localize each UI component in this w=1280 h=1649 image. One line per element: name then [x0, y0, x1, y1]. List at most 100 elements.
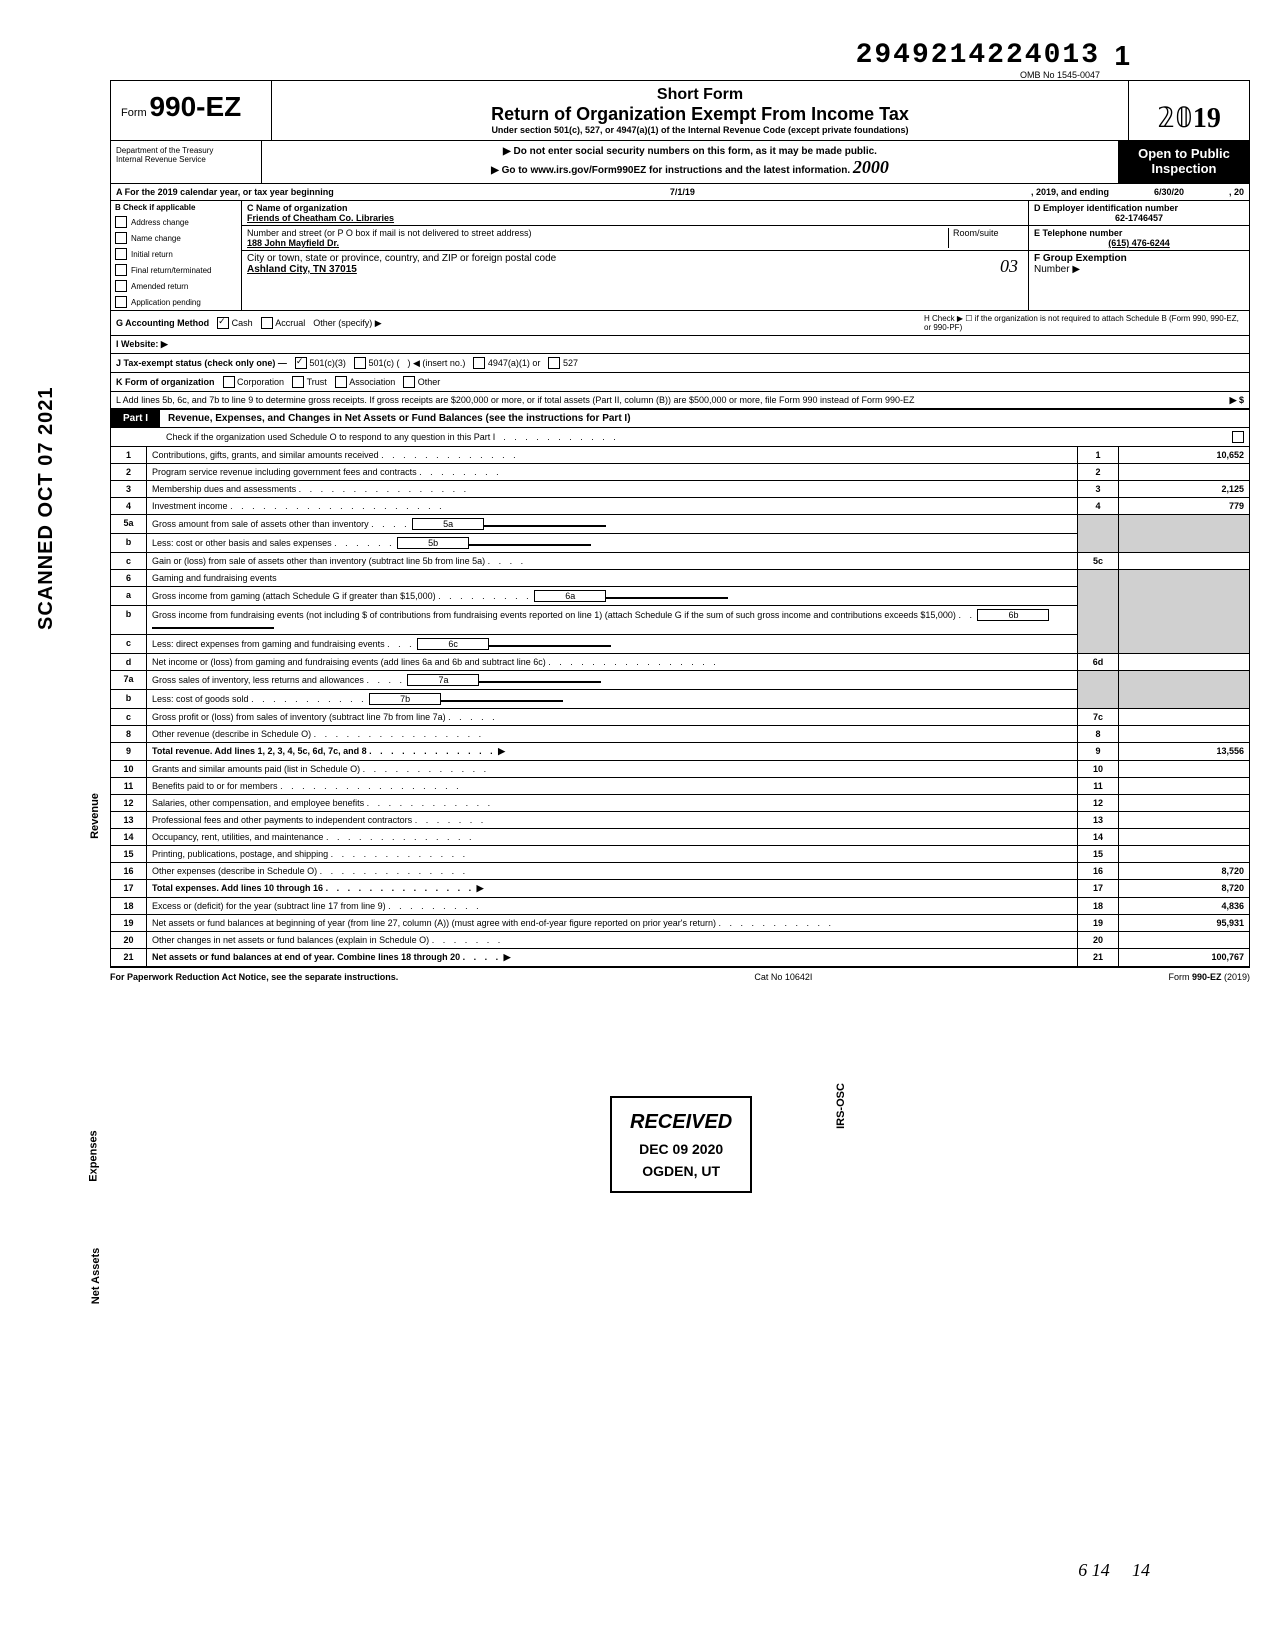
cb-501c[interactable]: 501(c) ( [354, 357, 400, 369]
warning1: ▶ Do not enter social security numbers o… [267, 146, 1113, 157]
form-table: 1Contributions, gifts, grants, and simil… [110, 447, 1250, 968]
row-j: J Tax-exempt status (check only one) — 5… [110, 354, 1250, 373]
side-netassets: Net Assets [90, 1248, 102, 1304]
row-a-prefix: A For the 2019 calendar year, or tax yea… [116, 187, 334, 197]
street-address: 188 John Mayfield Dr. [247, 238, 948, 248]
part1-check-row: Check if the organization used Schedule … [110, 428, 1250, 447]
phone-value: (615) 476-6244 [1034, 238, 1244, 248]
line-7a: 7aGross sales of inventory, less returns… [111, 671, 1250, 690]
side-expenses: Expenses [88, 1130, 100, 1181]
part1-label: Part I [111, 410, 160, 427]
cb-application-pending[interactable]: Application pending [111, 294, 241, 310]
warning2: ▶ Go to www.irs.gov/Form990EZ for instru… [491, 165, 850, 176]
ein-label: D Employer identification number [1034, 203, 1244, 213]
cb-corporation[interactable]: Corporation [223, 376, 285, 388]
cb-amended-return[interactable]: Amended return [111, 278, 241, 294]
tax-year-end: 6/30/20 [1109, 187, 1229, 197]
bottom-a: 6 14 [1078, 1560, 1110, 1580]
addr-row: Number and street (or P O box if mail is… [242, 226, 1028, 251]
cb-4947[interactable]: 4947(a)(1) or [473, 357, 540, 369]
accounting-other: Other (specify) ▶ [313, 318, 381, 329]
received-date: DEC 09 2020 [630, 1138, 732, 1160]
ein-value: 62-1746457 [1034, 213, 1244, 223]
row-a: A For the 2019 calendar year, or tax yea… [110, 184, 1250, 201]
dots: . . . . . . . . . . . [503, 432, 1224, 442]
cb-cash[interactable]: Cash [217, 317, 253, 329]
cb-address-change[interactable]: Address change [111, 214, 241, 230]
cb-association[interactable]: Association [335, 376, 396, 388]
omb-number: OMB No 1545-0047 [1020, 70, 1100, 80]
year-cell: 𝟚𝟘19 [1128, 81, 1249, 140]
row-j-label: J Tax-exempt status (check only one) — [116, 358, 287, 368]
group-number: Number ▶ [1034, 264, 1244, 275]
form-label: Form [121, 107, 147, 119]
line-18: 18Excess or (deficit) for the year (subt… [111, 898, 1250, 915]
row-a-mid: , 2019, and ending [1031, 187, 1109, 197]
cb-accrual[interactable]: Accrual [261, 317, 306, 329]
row-k-label: K Form of organization [116, 377, 215, 387]
instructions: ▶ Do not enter social security numbers o… [262, 141, 1118, 183]
received-location: OGDEN, UT [630, 1160, 732, 1182]
line-20: 20Other changes in net assets or fund ba… [111, 932, 1250, 949]
line-7c: cGross profit or (loss) from sales of in… [111, 709, 1250, 726]
org-name-row: C Name of organization Friends of Cheath… [242, 201, 1028, 226]
cb-initial-return[interactable]: Initial return [111, 246, 241, 262]
part1-checkbox[interactable] [1232, 431, 1244, 443]
room-suite-label: Room/suite [948, 228, 1023, 248]
bottom-handwritten: 6 14 14 [1078, 1560, 1150, 1581]
row-g-label: G Accounting Method [116, 318, 209, 328]
received-title: RECEIVED [630, 1106, 732, 1138]
part1-header: Part I Revenue, Expenses, and Changes in… [110, 409, 1250, 428]
row-i: I Website: ▶ [110, 336, 1250, 354]
line-13: 13Professional fees and other payments t… [111, 812, 1250, 829]
addr-label: Number and street (or P O box if mail is… [247, 228, 948, 238]
line-8: 8Other revenue (describe in Schedule O) … [111, 726, 1250, 743]
group-exemption-row: F Group Exemption Number ▶ [1029, 251, 1249, 277]
line-11: 11Benefits paid to or for members . . . … [111, 778, 1250, 795]
year: 19 [1193, 103, 1221, 134]
handwritten-2000: 2000 [853, 157, 889, 177]
form-number: 990-EZ [149, 91, 241, 122]
cb-final-return[interactable]: Final return/terminated [111, 262, 241, 278]
cb-501c3[interactable]: 501(c)(3) [295, 357, 346, 369]
line-1: 1Contributions, gifts, grants, and simil… [111, 447, 1250, 464]
line-5a: 5aGross amount from sale of assets other… [111, 515, 1250, 534]
year-outline: 𝟚𝟘 [1157, 103, 1193, 134]
footer: For Paperwork Reduction Act Notice, see … [110, 968, 1250, 982]
ein-row: D Employer identification number 62-1746… [1029, 201, 1249, 226]
part1-title: Revenue, Expenses, and Changes in Net As… [160, 410, 639, 427]
row-k: K Form of organization Corporation Trust… [110, 373, 1250, 392]
phone-label: E Telephone number [1034, 228, 1244, 238]
cb-name-change[interactable]: Name change [111, 230, 241, 246]
city-state-zip: Ashland City, TN 37015 [247, 264, 1023, 275]
cb-527[interactable]: 527 [548, 357, 578, 369]
row-h-text: H Check ▶ ☐ if the organization is not r… [924, 314, 1244, 332]
column-b: B Check if applicable Address change Nam… [111, 201, 242, 310]
stamp-one: 1 [1114, 40, 1130, 72]
city-row: City or town, state or province, country… [242, 251, 1028, 277]
received-stamp: RECEIVED DEC 09 2020 OGDEN, UT [610, 1096, 752, 1193]
group-label: F Group Exemption [1034, 253, 1244, 264]
section-b-title: B Check if applicable [111, 201, 241, 214]
row-a-suffix: , 20 [1229, 187, 1244, 197]
subtitle: Under section 501(c), 527, or 4947(a)(1)… [282, 125, 1118, 135]
line-5c: cGain or (loss) from sale of assets othe… [111, 553, 1250, 570]
section-bcd: B Check if applicable Address change Nam… [110, 201, 1250, 311]
cb-other-org[interactable]: Other [403, 376, 440, 388]
section-c-label: C Name of organization [247, 203, 1023, 213]
cb-trust[interactable]: Trust [292, 376, 327, 388]
line-19: 19Net assets or fund balances at beginni… [111, 915, 1250, 932]
stamp-code: 2949214224013 [856, 40, 1100, 71]
line-21: 21Net assets or fund balances at end of … [111, 949, 1250, 968]
handwritten-03: 03 [1000, 256, 1018, 277]
line-9: 9Total revenue. Add lines 1, 2, 3, 4, 5c… [111, 743, 1250, 761]
header-row2: Department of the Treasury Internal Reve… [110, 141, 1250, 184]
line-2: 2Program service revenue including gover… [111, 464, 1250, 481]
irs-osc-label: IRS-OSC [835, 1083, 847, 1129]
line-4: 4Investment income . . . . . . . . . . .… [111, 498, 1250, 515]
row-l-arrow: ▶ $ [1230, 395, 1244, 406]
tax-year-begin: 7/1/19 [334, 187, 1031, 197]
line-6: 6Gaming and fundraising events [111, 570, 1250, 587]
phone-row: E Telephone number (615) 476-6244 [1029, 226, 1249, 251]
website-label: I Website: ▶ [116, 339, 168, 350]
